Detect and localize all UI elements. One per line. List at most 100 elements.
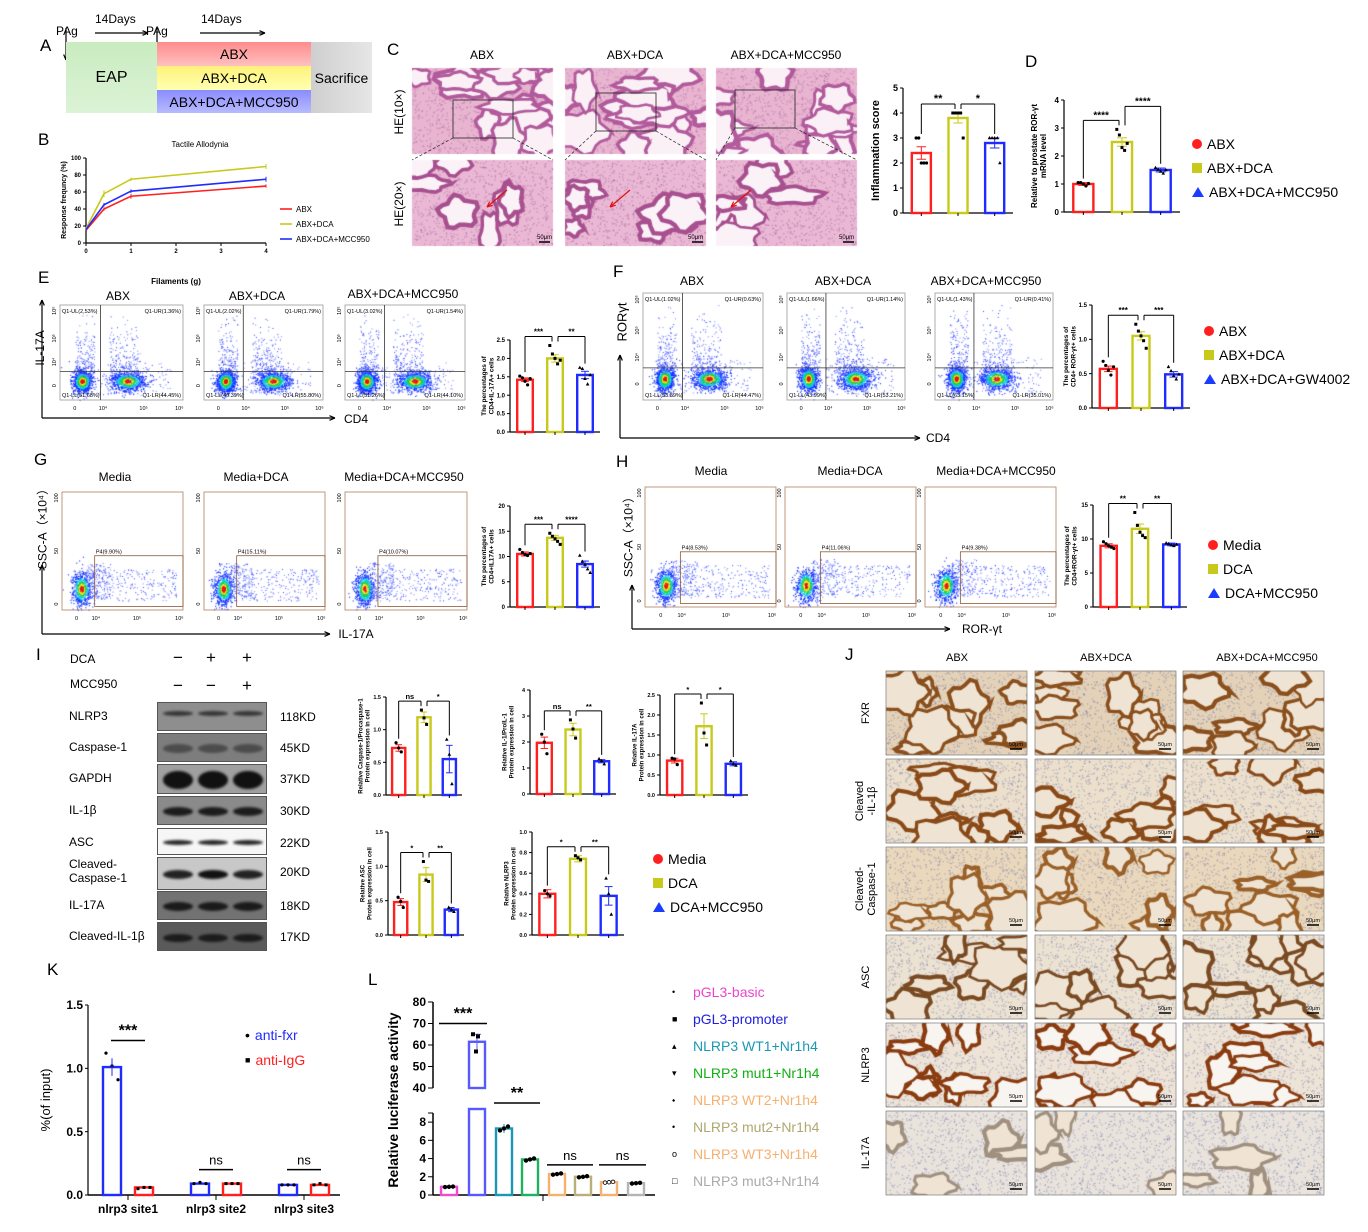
i_nlrp3-significance-label: * <box>560 838 563 847</box>
legend-label: NLRP3 WT3+Nr1h4 <box>693 1146 818 1162</box>
e-y-tick-label: 10⁴ <box>195 357 202 366</box>
legend-marker-icon: • <box>672 987 676 997</box>
i_il1-data-point <box>540 732 544 736</box>
protein-band <box>233 870 263 879</box>
f_pct-significance-label: *** <box>1118 306 1128 315</box>
c-scale-bar-label: 50μm <box>537 235 553 241</box>
i_casp-data-point <box>394 741 398 745</box>
k-significance-label: ns <box>209 1153 223 1168</box>
c_score-data-point <box>987 136 992 140</box>
h-x-tick-label: 10⁶ <box>1048 612 1056 619</box>
ihc-image-frame <box>885 934 1028 1020</box>
l-data-point <box>558 1171 564 1176</box>
g-x-tick-label: 0 <box>75 616 78 622</box>
e_pct-data-point <box>523 379 527 383</box>
i_nlrp3-y-tick-label: 0.4 <box>519 892 528 898</box>
i_asc-data-point <box>421 860 425 864</box>
b-x-tick-label: 3 <box>219 249 223 255</box>
i_il1-y-tick-label: 0 <box>522 792 525 798</box>
g-y-tick-label: 0 <box>337 603 343 606</box>
c_score-data-point <box>992 136 997 140</box>
h-x-tick-label: 10⁴ <box>817 612 826 619</box>
h_pct-bar <box>1161 543 1181 609</box>
ihc-image-frame <box>1034 670 1177 756</box>
blot-protein-label: NLRP3 <box>69 709 108 723</box>
i_il17-significance-label: * <box>719 685 722 694</box>
g-y-tick-label: 0 <box>196 603 202 606</box>
f-x-tick-label: 10⁴ <box>681 405 690 412</box>
f_pct-y-axis-label: CD4+ ROR-γt+ cells <box>1070 326 1077 387</box>
f_pct-data-point <box>1104 363 1108 368</box>
legend-label: NLRP3 mut2+Nr1h4 <box>693 1119 820 1135</box>
h-gate-label: P4(11.06%) <box>822 545 851 551</box>
e-quadrant-label: Q1-UR(1.54%) <box>427 309 464 315</box>
i_nlrp3-data-point <box>606 891 611 896</box>
g_pct-data-point <box>558 542 562 546</box>
i_il17-y-axis-label: Protein expression in cell <box>640 708 646 781</box>
i_il1-y-axis-label: Relative IL-1/ProIL-1 <box>503 712 509 770</box>
c_score-data-point <box>917 136 921 140</box>
i_il1-bar <box>593 760 611 796</box>
ihc-image-frame <box>885 1022 1028 1108</box>
l-y-tick-label: 80 <box>413 995 427 1009</box>
e-y-tick-label: 10⁶ <box>195 307 202 315</box>
he-histology-images <box>0 0 1368 260</box>
protein-band <box>198 807 228 816</box>
c_score-data-point <box>924 161 929 165</box>
k-x-tick-label: nlrp3 site2 <box>186 1202 246 1216</box>
i_asc-y-tick-label: 0.5 <box>375 899 383 905</box>
14days-arrow-head <box>259 30 266 36</box>
l-y-tick-label: 4 <box>419 1152 426 1166</box>
c-col-title: ABX+DCA <box>606 48 664 62</box>
l-legend-item: ⬩ NLRP3 WT2+Nr1h4 <box>672 1092 818 1108</box>
protein-band <box>233 807 263 816</box>
h_pct-y-axis-label: CD4+ROR-γt+ cells <box>1071 526 1078 586</box>
g-gate-label: P4(15.11%) <box>238 549 267 555</box>
g_pct-data-point <box>548 531 552 535</box>
k-y-tick-label: 1.5 <box>66 998 83 1012</box>
l-significance-label: ** <box>511 1085 524 1102</box>
k-bar <box>133 1186 155 1197</box>
c_score-y-tick-label: 2 <box>893 158 898 168</box>
i_il17-y-tick-label: 2.0 <box>647 713 655 719</box>
h-gate-rectangle <box>679 551 777 604</box>
i_nlrp3-y-tick-label: 0.2 <box>519 912 527 918</box>
g-gate-label: P4(9.90%) <box>96 549 122 555</box>
legend-item: ABX+DCA <box>1204 347 1285 363</box>
i_il17-data-point <box>728 759 733 763</box>
e-y-axis-label: IL-17A <box>33 330 47 366</box>
i_il17-bar <box>665 759 684 797</box>
h-y-tick-label: 0 <box>637 599 643 602</box>
i_il1-data-point <box>597 756 601 761</box>
h-y-axis-label: SSC-A（×10⁴） <box>621 490 636 578</box>
c-inset-guide <box>655 130 707 161</box>
abx-dca-group-label: ABX+DCA <box>201 70 267 86</box>
i_casp-y-tick-label: 0.0 <box>373 793 381 799</box>
western-blot-strip <box>157 764 267 794</box>
j-scale-bar-label: 50μm <box>1158 830 1172 836</box>
g_pct-data-point <box>553 537 557 541</box>
e_pct-bar <box>546 357 565 434</box>
f_pct-data-point <box>1144 346 1148 350</box>
f_pct-data-point <box>1177 372 1181 376</box>
legend-item: Media <box>653 851 706 867</box>
g-plot-frame <box>344 491 468 611</box>
i_asc-data-point <box>401 905 405 910</box>
treatment-sign: − <box>173 648 183 667</box>
legend-label: pGL3-basic <box>693 984 765 1000</box>
g_pct-data-point <box>528 551 532 556</box>
k-significance-label: *** <box>119 1022 138 1039</box>
h_pct-data-point <box>1164 541 1168 545</box>
circle-marker-icon <box>1192 139 1202 149</box>
l-bar <box>494 1127 514 1197</box>
c_score-data-point <box>959 111 963 115</box>
e-quadrant-label: Q1-UL(3.02%) <box>347 309 383 315</box>
k-data-point <box>104 1051 108 1055</box>
h-y-tick-label: 50 <box>917 544 923 550</box>
legend-label: ABX+DCA <box>1207 160 1273 176</box>
e_pct-y-tick-label: 1.0 <box>497 393 506 399</box>
l-data-point <box>474 1049 478 1054</box>
h_pct-data-point <box>1174 542 1179 546</box>
i_il1-data-point <box>602 762 607 766</box>
j-scale-bar-label: 50μm <box>1306 830 1320 836</box>
